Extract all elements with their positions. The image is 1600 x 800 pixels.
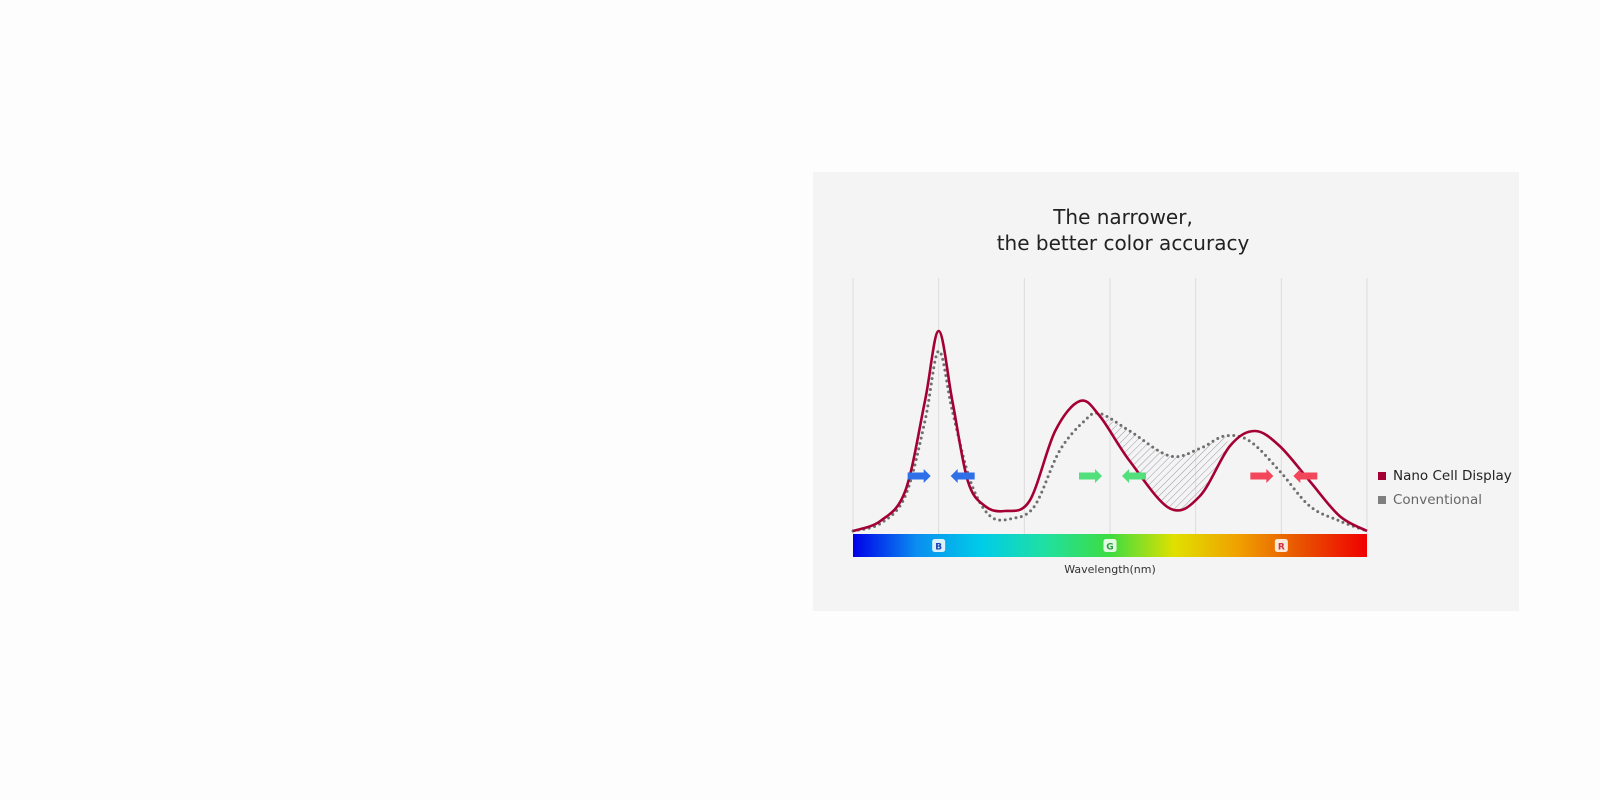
band-badge-G [1103,539,1117,552]
legend-label: Conventional [1393,492,1482,508]
legend: Nano Cell Display Conventional [1378,464,1512,512]
arrow-left-B [950,469,975,483]
legend-label: Nano Cell Display [1393,468,1512,484]
legend-item-nano-cell: Nano Cell Display [1378,464,1512,488]
arrow-left-R [1293,469,1318,483]
arrow-left-G [1122,469,1146,483]
arrow-right-G [1079,469,1102,483]
legend-item-conventional: Conventional [1378,488,1512,512]
difference-area [1099,413,1230,511]
band-badge-R [1274,539,1288,552]
chart-title: The narrower, the better color accuracy [813,204,1433,256]
arrow-right-R [1250,469,1274,483]
arrow-right-B [907,469,931,483]
band-label-B: B [935,543,942,553]
series-line-nano-cell-display [852,329,1368,533]
band-label-R: R [1278,543,1285,553]
band-label-G: G [1106,543,1113,553]
chart-title-line-2: the better color accuracy [996,231,1250,255]
band-badge-B [932,539,946,552]
legend-swatch [1378,496,1386,504]
x-axis-label: Wavelength(nm) [1064,563,1156,576]
series-line-conventional [851,349,1369,533]
chart-title-line-1: The narrower, [1053,205,1193,229]
legend-swatch [1378,472,1386,480]
